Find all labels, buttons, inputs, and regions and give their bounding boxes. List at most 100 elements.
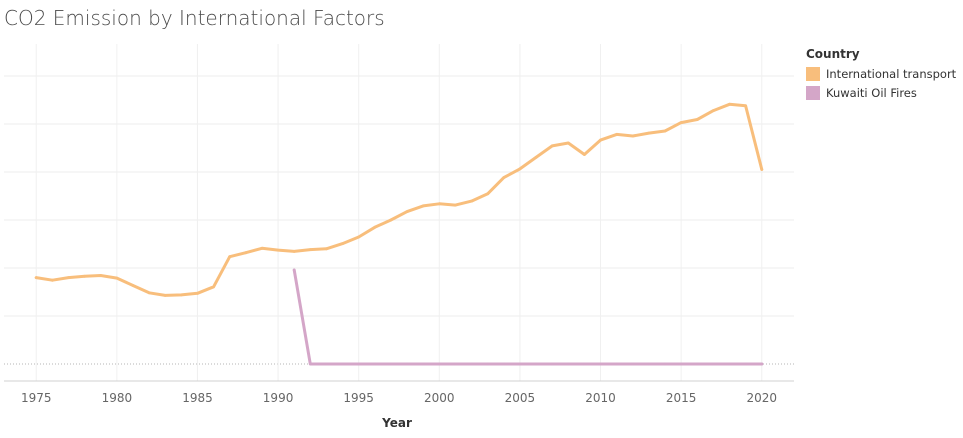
legend-label: Kuwaiti Oil Fires: [826, 85, 917, 100]
data-point[interactable]: [728, 362, 731, 366]
data-point[interactable]: [341, 242, 344, 246]
data-point[interactable]: [566, 362, 570, 366]
data-point[interactable]: [679, 121, 683, 124]
data-point[interactable]: [615, 362, 619, 366]
data-point[interactable]: [163, 294, 167, 297]
data-point[interactable]: [51, 278, 54, 282]
data-point[interactable]: [583, 153, 586, 156]
x-tick-label: 2000: [424, 391, 455, 405]
legend-swatch-kuwaiti-oil-fires: [806, 85, 820, 100]
x-tick-label: 1980: [102, 391, 133, 405]
data-point[interactable]: [244, 251, 248, 255]
data-point[interactable]: [615, 133, 619, 136]
x-tick-label: 1975: [21, 391, 52, 405]
data-point[interactable]: [373, 225, 377, 229]
legend-title: Country: [806, 47, 860, 61]
data-point[interactable]: [308, 362, 312, 366]
data-point[interactable]: [292, 250, 296, 253]
data-point[interactable]: [325, 362, 328, 366]
data-point[interactable]: [599, 362, 602, 366]
x-tick-label: 2020: [746, 391, 777, 405]
data-point[interactable]: [67, 276, 70, 279]
data-point[interactable]: [421, 204, 425, 208]
x-tick-label: 1985: [182, 391, 213, 405]
data-point[interactable]: [99, 274, 103, 277]
data-point[interactable]: [599, 138, 602, 142]
data-point[interactable]: [389, 362, 393, 366]
data-point[interactable]: [228, 255, 232, 259]
data-point[interactable]: [276, 248, 280, 252]
data-point[interactable]: [147, 291, 151, 295]
data-point[interactable]: [712, 109, 715, 112]
data-point[interactable]: [308, 248, 312, 252]
data-point[interactable]: [534, 362, 538, 366]
data-point[interactable]: [292, 268, 296, 272]
series-line-1[interactable]: [292, 268, 764, 366]
data-point[interactable]: [583, 362, 586, 366]
data-point[interactable]: [260, 246, 264, 250]
data-point[interactable]: [518, 167, 522, 171]
data-point[interactable]: [389, 218, 393, 222]
data-point[interactable]: [470, 362, 473, 366]
legend-label: International transport: [826, 66, 957, 81]
data-point[interactable]: [486, 362, 490, 366]
data-point[interactable]: [357, 235, 361, 239]
x-tick-label: 2015: [666, 391, 697, 405]
data-point[interactable]: [437, 362, 441, 366]
data-point[interactable]: [34, 276, 38, 279]
data-point[interactable]: [695, 362, 699, 366]
data-point[interactable]: [131, 284, 135, 287]
data-point[interactable]: [115, 276, 119, 280]
data-point[interactable]: [631, 362, 635, 366]
data-point[interactable]: [534, 156, 538, 159]
series-line-0[interactable]: [34, 102, 764, 297]
data-point[interactable]: [373, 362, 377, 366]
data-point[interactable]: [502, 362, 506, 366]
data-point[interactable]: [631, 134, 635, 138]
data-point[interactable]: [325, 247, 328, 251]
data-point[interactable]: [712, 362, 715, 366]
axes: 1975 1980 1985 1990 1995 2000 2005 2010 2015 2020: [4, 380, 794, 405]
data-point[interactable]: [744, 104, 747, 108]
legend-item-international-transport[interactable]: International transport: [806, 64, 963, 83]
legend-swatch-international-transport: [806, 66, 820, 81]
data-point[interactable]: [470, 199, 473, 203]
data-point[interactable]: [179, 293, 183, 297]
data-point[interactable]: [212, 285, 216, 289]
data-point[interactable]: [83, 274, 86, 278]
x-tick-label: 1990: [263, 391, 294, 405]
data-point[interactable]: [566, 141, 570, 145]
data-point[interactable]: [647, 131, 651, 135]
x-tick-label: 1995: [343, 391, 374, 405]
data-point[interactable]: [550, 144, 554, 148]
grid: [4, 44, 794, 381]
data-point[interactable]: [196, 291, 199, 295]
legend: Country International transport Kuwaiti …: [806, 47, 963, 102]
data-point[interactable]: [647, 362, 651, 366]
data-point[interactable]: [760, 168, 764, 171]
x-axis-label: Year: [381, 416, 412, 430]
data-point[interactable]: [760, 362, 764, 366]
chart-title: CO2 Emission by International Factors: [4, 6, 385, 30]
legend-item-kuwaiti-oil-fires[interactable]: Kuwaiti Oil Fires: [806, 83, 963, 102]
data-point[interactable]: [744, 362, 747, 366]
data-point[interactable]: [728, 102, 731, 106]
data-point[interactable]: [454, 362, 457, 366]
data-point[interactable]: [341, 362, 344, 366]
data-point[interactable]: [663, 129, 667, 133]
data-point[interactable]: [454, 203, 457, 207]
data-point[interactable]: [421, 362, 425, 366]
data-point[interactable]: [486, 192, 490, 196]
data-point[interactable]: [357, 362, 361, 366]
data-point[interactable]: [663, 362, 667, 366]
data-point[interactable]: [405, 210, 409, 214]
data-point[interactable]: [405, 362, 409, 366]
data-point[interactable]: [550, 362, 554, 366]
x-tick-label: 2010: [585, 391, 616, 405]
data-point[interactable]: [679, 362, 683, 366]
data-point[interactable]: [502, 176, 506, 180]
data-point[interactable]: [437, 202, 441, 206]
data-point[interactable]: [695, 118, 699, 121]
data-point[interactable]: [518, 362, 522, 366]
